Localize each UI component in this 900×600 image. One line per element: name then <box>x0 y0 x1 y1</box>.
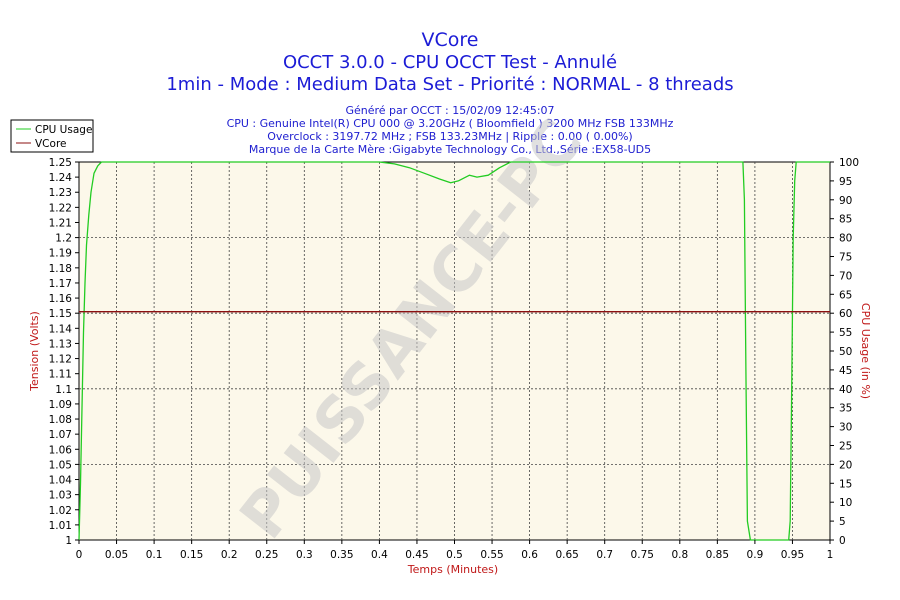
y-tick-label: 1.14 <box>49 323 73 335</box>
y-tick-label: 1.21 <box>49 217 72 229</box>
x-tick-label: 0.35 <box>330 549 353 561</box>
y-tick-label: 1.18 <box>49 263 72 275</box>
y2-tick-label: 85 <box>839 214 852 226</box>
y-tick-label: 1.15 <box>49 308 72 320</box>
y-tick-label: 1.12 <box>49 354 72 366</box>
y-tick-label: 1.01 <box>49 520 72 532</box>
y-tick-label: 1.16 <box>49 293 73 305</box>
y-tick-label: 1.1 <box>55 384 72 396</box>
y-tick-label: 1.07 <box>49 429 72 441</box>
x-tick-label: 0.6 <box>521 549 538 561</box>
legend-label-vcore: VCore <box>35 138 67 150</box>
y-tick-label: 1.11 <box>49 369 72 381</box>
y2-tick-label: 60 <box>839 308 852 320</box>
y2-tick-label: 50 <box>839 346 852 358</box>
y-tick-label: 1.05 <box>49 459 72 471</box>
chart-info-1: Généré par OCCT : 15/02/09 12:45:07 <box>345 104 554 117</box>
y-tick-label: 1.03 <box>49 490 72 502</box>
y-tick-label: 1.2 <box>55 233 72 245</box>
y2-tick-label: 0 <box>839 535 846 547</box>
y-tick-label: 1.24 <box>49 172 73 184</box>
legend-box <box>10 119 94 153</box>
x-tick-label: 0.7 <box>596 549 613 561</box>
chart-info-4: Marque de la Carte Mère :Gigabyte Techno… <box>249 143 651 156</box>
legend-label-cpu-usage: CPU Usage <box>35 124 92 136</box>
x-tick-label: 0.05 <box>105 549 128 561</box>
y2-tick-label: 100 <box>839 157 859 169</box>
x-tick-label: 0.8 <box>671 549 688 561</box>
x-tick-label: 0.75 <box>631 549 654 561</box>
x-tick-label: 0.95 <box>781 549 804 561</box>
ticks-layer: 0 0.05 0.1 0.15 0.2 0.25 0.3 0.35 0.4 0.45 0.5 0.55… <box>49 157 859 561</box>
y2-tick-label: 15 <box>839 478 852 490</box>
y-axis-title: Tension (Volts) <box>28 311 41 392</box>
y-tick-label: 1.08 <box>49 414 72 426</box>
y-tick-label: 1.25 <box>49 157 72 169</box>
x-tick-label: 0.4 <box>371 549 388 561</box>
x-tick-label: 0.65 <box>555 549 578 561</box>
x-tick-label: 0 <box>76 549 83 561</box>
y2-tick-label: 95 <box>839 176 852 188</box>
x-tick-label: 0.9 <box>747 549 764 561</box>
y2-tick-label: 70 <box>839 270 852 282</box>
y-tick-label: 1.09 <box>49 399 72 411</box>
y2-tick-label: 40 <box>839 384 852 396</box>
chart-subtitle-1: OCCT 3.0.0 - CPU OCCT Test - Annulé <box>283 52 617 73</box>
x-tick-label: 0.5 <box>446 549 463 561</box>
chart-info-2: CPU : Genuine Intel(R) CPU 000 @ 3.20GHz… <box>227 117 674 130</box>
y2-tick-label: 20 <box>839 459 852 471</box>
y2-tick-label: 25 <box>839 441 852 453</box>
y-tick-label: 1.22 <box>49 202 72 214</box>
y2-tick-label: 30 <box>839 422 852 434</box>
y-tick-label: 1 <box>65 535 72 547</box>
x-tick-label: 0.25 <box>255 549 278 561</box>
y2-tick-label: 35 <box>839 403 852 415</box>
x-tick-label: 0.15 <box>180 549 203 561</box>
y2-tick-label: 75 <box>839 252 852 264</box>
y-tick-label: 1.02 <box>49 505 72 517</box>
y-tick-label: 1.17 <box>49 278 72 290</box>
y2-tick-label: 5 <box>839 516 846 528</box>
y-tick-label: 1.04 <box>49 475 73 487</box>
y-tick-label: 1.13 <box>49 338 72 350</box>
y2-tick-label: 10 <box>839 497 852 509</box>
y2-axis-title: CPU Usage (in %) <box>859 303 872 399</box>
y-tick-label: 1.06 <box>49 444 73 456</box>
x-tick-label: 0.1 <box>146 549 163 561</box>
x-tick-label: 0.3 <box>296 549 313 561</box>
x-axis-title: Temps (Minutes) <box>407 563 498 576</box>
chart-subtitle-2: 1min - Mode : Medium Data Set - Priorité… <box>166 74 733 95</box>
x-tick-label: 1 <box>827 549 834 561</box>
x-tick-label: 0.45 <box>405 549 428 561</box>
y2-tick-label: 45 <box>839 365 852 377</box>
x-tick-label: 0.55 <box>480 549 503 561</box>
y-tick-label: 1.23 <box>49 187 72 199</box>
x-tick-label: 0.85 <box>706 549 729 561</box>
x-tick-label: 0.2 <box>221 549 238 561</box>
legend: CPU Usage VCore <box>10 119 94 153</box>
y2-tick-label: 90 <box>839 195 852 207</box>
y2-tick-label: 55 <box>839 327 852 339</box>
series-layer <box>78 161 830 541</box>
y-tick-label: 1.19 <box>49 248 72 260</box>
chart-info-3: Overclock : 3197.72 MHz ; FSB 133.23MHz … <box>267 130 632 143</box>
chart-title: VCore <box>422 29 479 51</box>
y2-tick-label: 80 <box>839 233 852 245</box>
series-line-cpu-usage <box>78 161 830 541</box>
y2-tick-label: 65 <box>839 289 852 301</box>
